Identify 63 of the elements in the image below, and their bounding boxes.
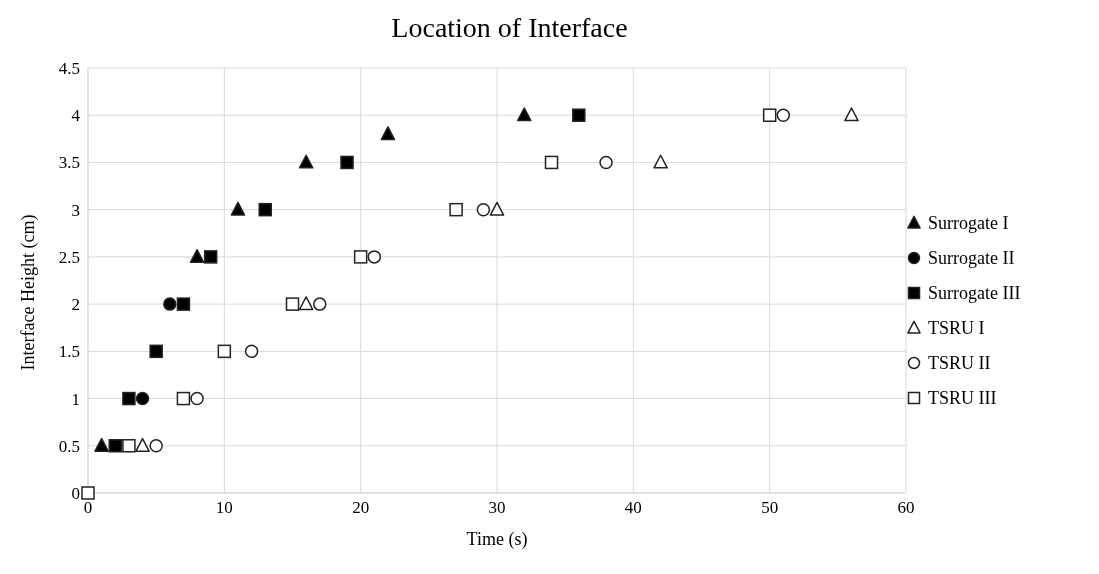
point bbox=[572, 108, 586, 122]
y-tick-label: 3.5 bbox=[58, 153, 80, 173]
point bbox=[380, 126, 396, 141]
point bbox=[217, 344, 232, 359]
legend-label: TSRU II bbox=[928, 352, 991, 374]
y-tick-label: 2 bbox=[71, 295, 80, 315]
point bbox=[449, 202, 463, 217]
legend-label: Surrogate II bbox=[928, 247, 1015, 269]
point bbox=[203, 250, 218, 264]
point bbox=[189, 248, 205, 264]
point bbox=[653, 154, 668, 169]
point bbox=[190, 391, 204, 406]
point bbox=[298, 296, 314, 311]
x-tick-label: 40 bbox=[624, 498, 642, 518]
point bbox=[476, 202, 491, 217]
point bbox=[285, 297, 300, 311]
x-tick-label: 20 bbox=[352, 498, 370, 518]
point bbox=[776, 108, 791, 122]
point bbox=[340, 155, 354, 170]
point bbox=[762, 108, 777, 122]
point bbox=[544, 155, 559, 170]
y-axis-title: Interface Height (cm) bbox=[18, 214, 40, 371]
y-tick-label: 1.5 bbox=[58, 342, 80, 362]
y-tick-label: 4.5 bbox=[58, 59, 80, 79]
point bbox=[230, 201, 246, 216]
point bbox=[298, 154, 314, 169]
point bbox=[367, 250, 382, 264]
point bbox=[81, 486, 95, 500]
point bbox=[599, 155, 613, 170]
point bbox=[135, 437, 150, 452]
point bbox=[149, 439, 163, 453]
y-tick-label: 3 bbox=[71, 200, 80, 220]
x-tick-label: 30 bbox=[488, 498, 506, 518]
point bbox=[313, 297, 327, 311]
x-axis-title: Time (s) bbox=[466, 529, 528, 550]
point bbox=[489, 201, 505, 216]
legend-label: Surrogate I bbox=[928, 212, 1009, 234]
point bbox=[244, 344, 259, 359]
y-tick-label: 0 bbox=[71, 484, 80, 504]
point bbox=[122, 439, 136, 453]
point bbox=[149, 344, 163, 359]
point bbox=[516, 107, 532, 122]
y-tick-label: 0.5 bbox=[58, 436, 80, 456]
point bbox=[163, 297, 177, 311]
point bbox=[258, 202, 272, 217]
y-tick-label: 1 bbox=[71, 389, 80, 409]
x-tick-label: 10 bbox=[215, 498, 233, 518]
x-tick-label: 50 bbox=[761, 498, 779, 518]
point bbox=[844, 107, 859, 122]
x-tick-label: 60 bbox=[897, 498, 915, 518]
point bbox=[122, 391, 136, 406]
y-tick-label: 4 bbox=[71, 106, 81, 126]
point bbox=[135, 391, 150, 406]
point bbox=[176, 297, 191, 311]
chart-title: Location of Interface bbox=[390, 11, 629, 45]
legend-label: TSRU I bbox=[928, 317, 985, 339]
legend-label: Surrogate III bbox=[928, 282, 1021, 304]
legend-label: TSRU III bbox=[928, 387, 997, 409]
point bbox=[108, 439, 123, 453]
point bbox=[94, 437, 109, 452]
y-tick-label: 2.5 bbox=[58, 247, 80, 267]
point bbox=[353, 250, 368, 264]
point bbox=[176, 391, 191, 406]
